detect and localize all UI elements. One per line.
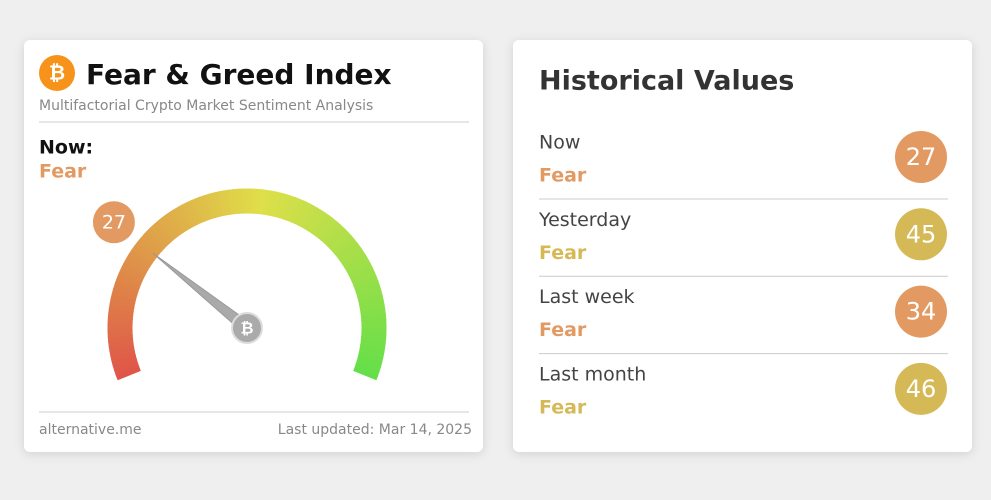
row-class: Fear xyxy=(539,396,587,418)
row-class: Fear xyxy=(539,319,587,341)
row-value: 27 xyxy=(906,143,937,171)
now-class: Fear xyxy=(39,161,87,183)
gauge-arc-segment xyxy=(353,367,379,381)
value-bubble xyxy=(92,201,135,244)
bitcoin-icon xyxy=(39,55,75,91)
needle-hub xyxy=(231,312,263,344)
row-period: Now xyxy=(539,132,580,154)
hub-symbol: ₿ xyxy=(240,319,253,338)
row-period: Yesterday xyxy=(538,209,631,231)
history-rows: Now Fear 27 Yesterday Fear 45 Last week Fear 34 L… xyxy=(538,131,948,418)
row-value: 34 xyxy=(906,298,937,326)
row-badge xyxy=(895,208,947,261)
history-title: Historical Values xyxy=(539,66,794,97)
row-value: 45 xyxy=(906,220,937,248)
source: alternative.me xyxy=(39,422,142,438)
row-badge xyxy=(895,285,947,338)
row-value: 46 xyxy=(906,375,937,403)
value-label: 27 xyxy=(102,212,126,234)
row-class: Fear xyxy=(539,242,587,264)
subtitle: Multifactorial Crypto Market Sentiment A… xyxy=(39,98,373,114)
row-badge xyxy=(895,131,947,183)
row-period: Last week xyxy=(539,286,635,308)
history-card xyxy=(513,40,972,452)
row-class: Fear xyxy=(539,165,587,187)
row-period: Last month xyxy=(539,363,646,385)
gauge: ₿ 27 xyxy=(92,188,387,381)
title: Fear & Greed Index xyxy=(86,58,392,91)
now-label: Now: xyxy=(39,137,93,159)
bitcoin-symbol: ₿ xyxy=(49,61,65,85)
updated: Last updated: Mar 14, 2025 xyxy=(278,422,472,438)
row-badge xyxy=(895,362,947,415)
